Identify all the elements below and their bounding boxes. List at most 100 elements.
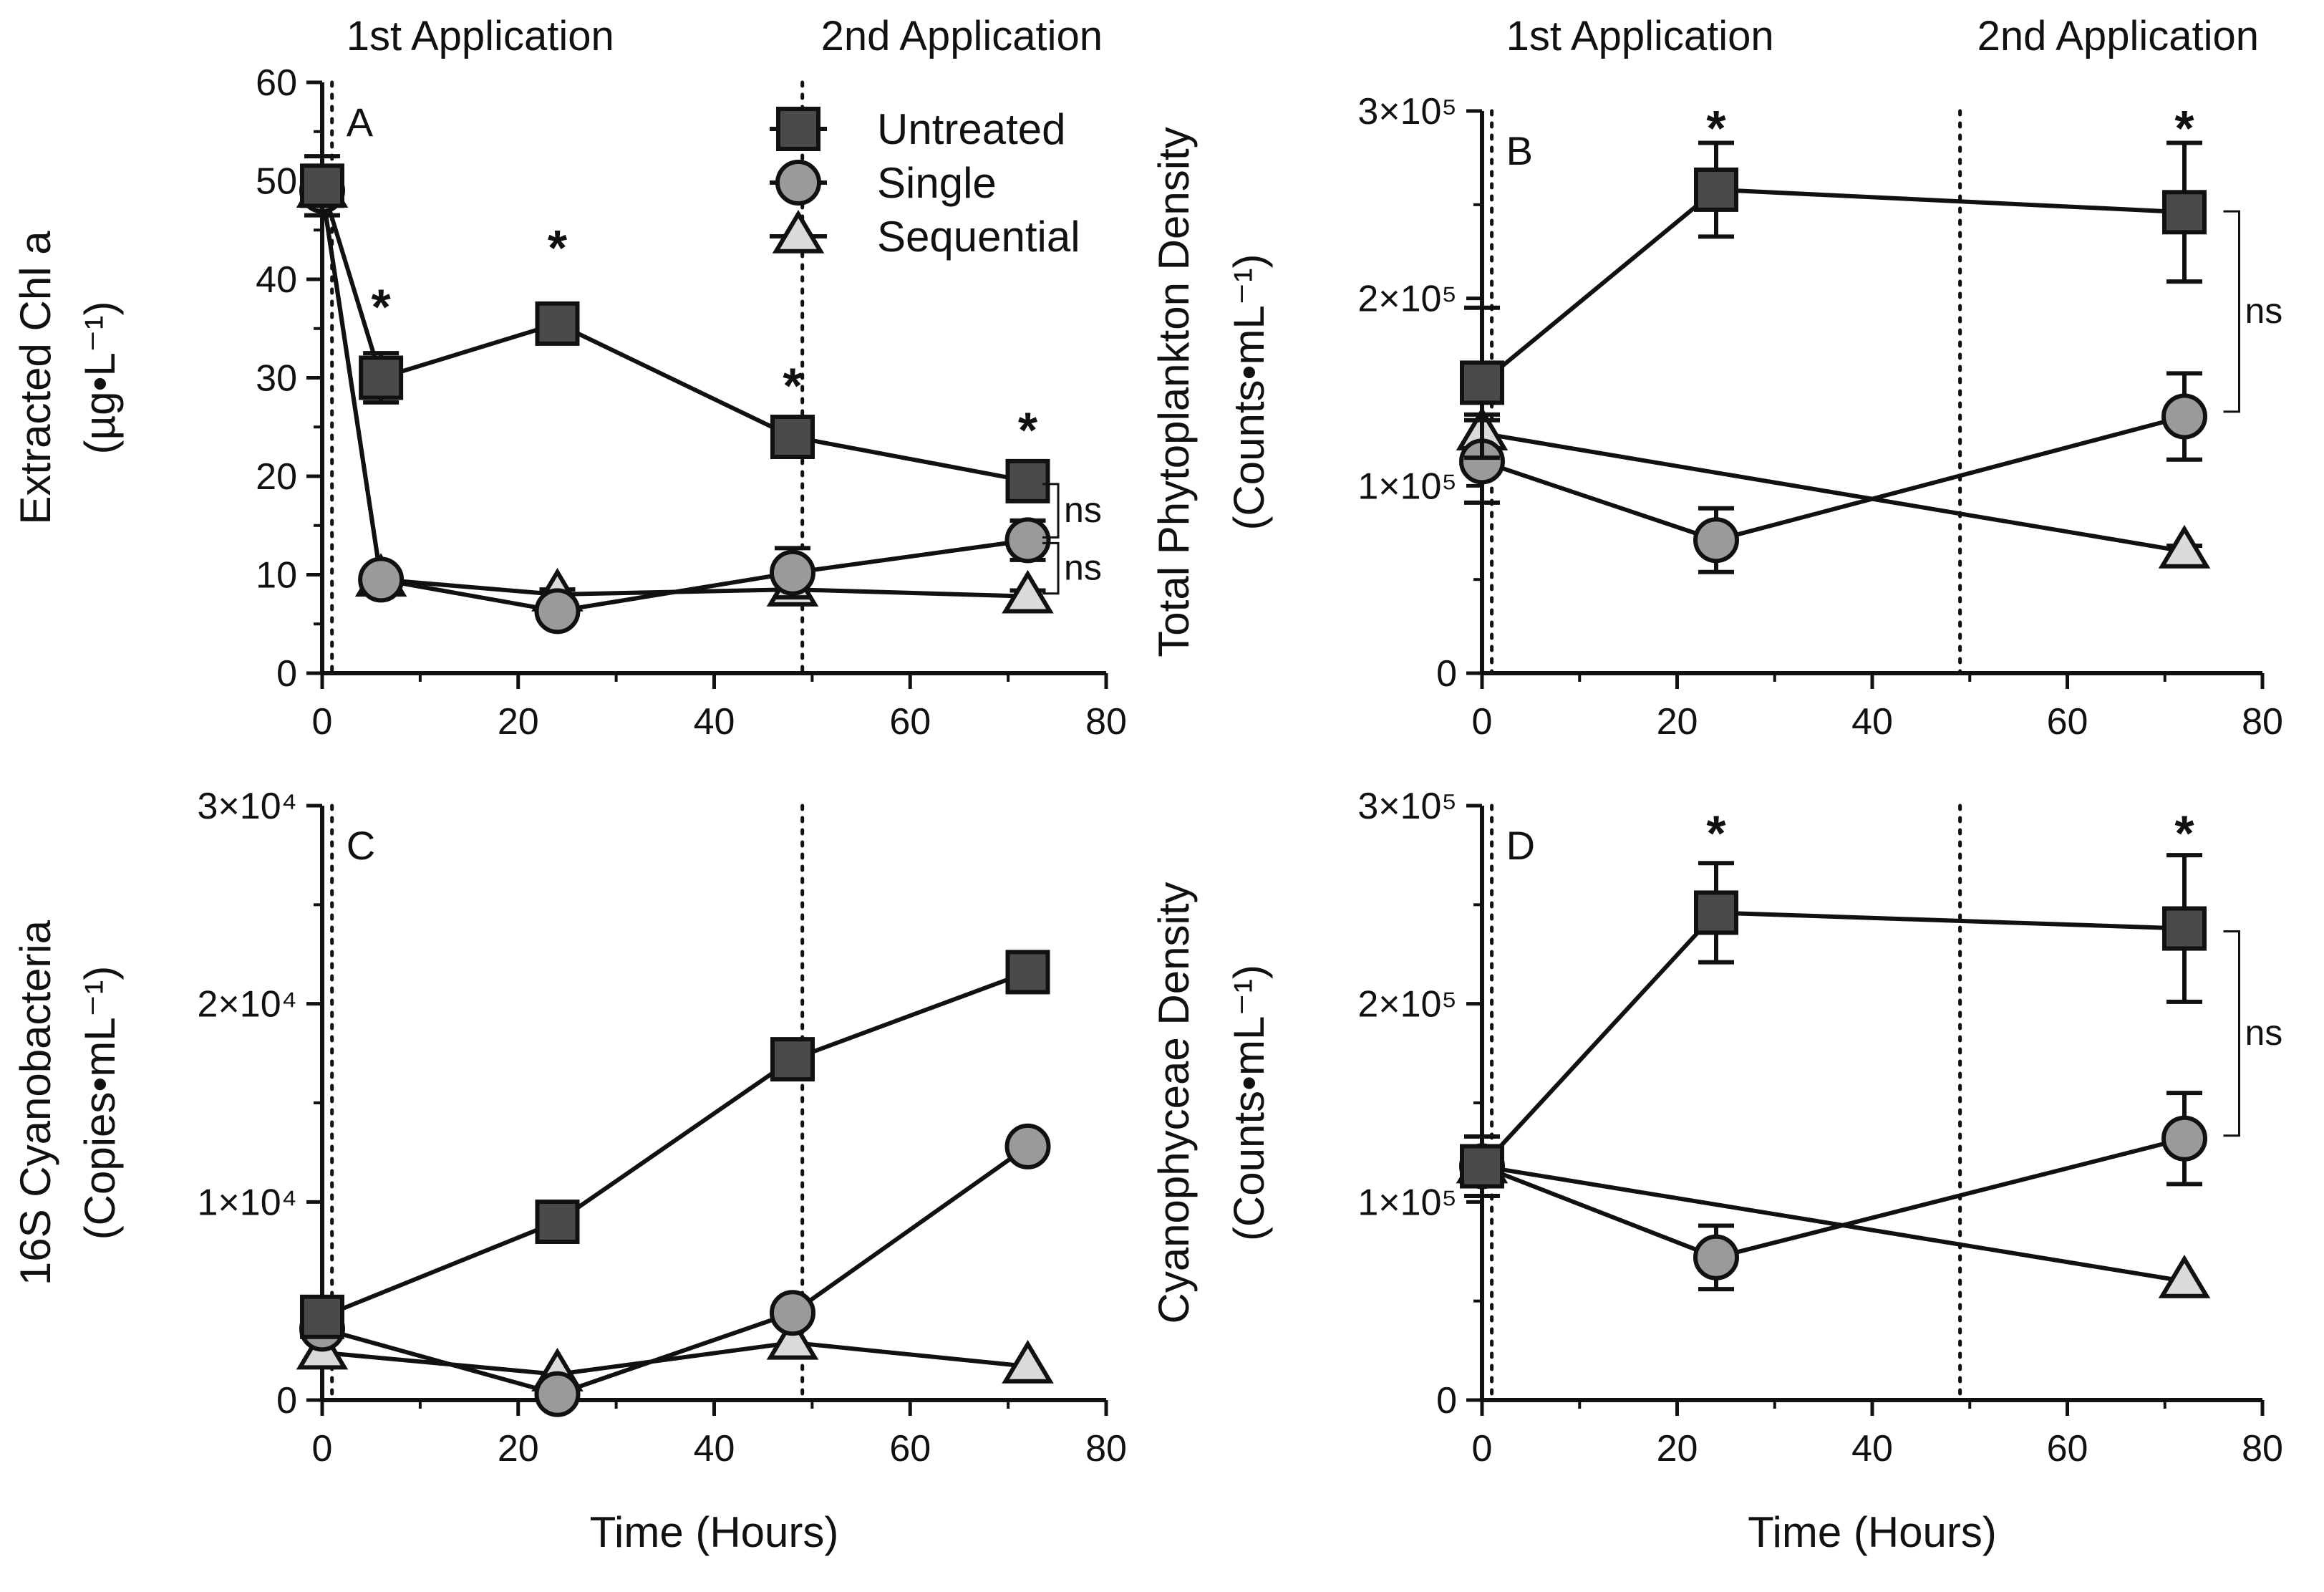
x-axis-title: Time (Hours) bbox=[1748, 1508, 1997, 1556]
significance-star: * bbox=[1706, 806, 1726, 862]
y-tick-label: 30 bbox=[256, 358, 297, 400]
ns-bracket bbox=[2223, 930, 2240, 1137]
y-tick-label: 1×10⁵ bbox=[1357, 1182, 1457, 1223]
data-point-untreated bbox=[1005, 950, 1050, 995]
y-tick-label: 0 bbox=[276, 1380, 297, 1422]
data-point-untreated bbox=[2162, 906, 2207, 951]
data-point-untreated bbox=[300, 163, 344, 208]
data-point-sequential bbox=[766, 1316, 819, 1360]
panel-A: 1st Application 2nd Application 0 10 20 30 40 5… bbox=[11, 13, 1127, 743]
y-axis-title: (Counts•mL⁻¹) bbox=[1225, 254, 1273, 530]
data-point-untreated bbox=[1460, 360, 1504, 405]
significance-star: * bbox=[1706, 100, 1726, 156]
y-tick-label: 50 bbox=[256, 161, 297, 203]
x-tick-label: 80 bbox=[2242, 701, 2283, 743]
series-line-single bbox=[1481, 414, 2185, 543]
y-tick-label: 10 bbox=[256, 555, 297, 597]
data-point-untreated bbox=[535, 1200, 580, 1244]
y-tick-label: 2×10⁵ bbox=[1357, 279, 1457, 320]
ns-label: ns bbox=[1064, 490, 1102, 530]
y-tick-label: 2×10⁴ bbox=[198, 984, 297, 1026]
significance-star: * bbox=[372, 279, 392, 335]
data-point-single bbox=[2161, 1115, 2207, 1162]
panel-letter: C bbox=[347, 823, 375, 868]
x-tick-label: 20 bbox=[498, 1428, 539, 1470]
panel-letter: D bbox=[1506, 823, 1535, 868]
y-tick-label: 20 bbox=[256, 456, 297, 498]
data-point-untreated bbox=[770, 415, 815, 459]
ns-label: ns bbox=[2245, 1013, 2283, 1053]
data-point-single bbox=[770, 1290, 815, 1336]
y-axis-title: 16S Cyanobacteria bbox=[11, 920, 59, 1285]
legend: Untreated Single Sequential bbox=[770, 105, 1080, 261]
panel-C: 0 1×10⁴ 2×10⁴ 3×10⁴ 0 20 40 60 80 Time (Hours) 16S… bbox=[11, 786, 1127, 1556]
x-tick-label: 40 bbox=[694, 701, 735, 743]
y-tick-label: 3×10⁵ bbox=[1357, 91, 1457, 132]
x-tick-label: 60 bbox=[889, 1428, 931, 1470]
x-axis-title: Time (Hours) bbox=[590, 1508, 839, 1556]
data-point-sequential bbox=[2158, 1254, 2211, 1298]
x-tick-label: 20 bbox=[498, 701, 539, 743]
data-point-single bbox=[1004, 1123, 1051, 1169]
significance-star: * bbox=[2174, 100, 2194, 156]
legend-label: Untreated bbox=[877, 105, 1066, 153]
x-tick-label: 40 bbox=[1851, 1428, 1893, 1470]
significance-star: * bbox=[2174, 806, 2194, 862]
data-point-sequential bbox=[1002, 1339, 1054, 1384]
data-point-untreated bbox=[359, 355, 404, 400]
y-axis-title: (µg•L⁻¹) bbox=[76, 301, 124, 455]
x-tick-label: 20 bbox=[1657, 1428, 1698, 1470]
application-label: 2nd Application bbox=[1977, 13, 2259, 59]
data-point-single bbox=[770, 549, 815, 596]
data-point-untreated bbox=[1694, 890, 1738, 935]
y-axis-title: Cyanophyceae Density bbox=[1150, 882, 1198, 1323]
series-line-untreated bbox=[1480, 910, 2185, 1168]
data-point-untreated bbox=[1005, 458, 1050, 503]
series-line-untreated bbox=[321, 970, 1029, 1319]
legend-marker-untreated bbox=[776, 107, 820, 151]
x-tick-label: 60 bbox=[889, 701, 931, 743]
data-point-single bbox=[1004, 517, 1051, 564]
series-line-sequential bbox=[1481, 1164, 2185, 1283]
x-tick-label: 80 bbox=[1085, 701, 1127, 743]
data-point-untreated bbox=[535, 301, 580, 346]
y-tick-label: 1×10⁴ bbox=[198, 1182, 297, 1223]
series-line-sequential bbox=[1481, 431, 2185, 554]
significance-star: * bbox=[548, 220, 568, 276]
legend-marker-sequential bbox=[772, 209, 825, 254]
data-point-untreated bbox=[300, 1294, 344, 1339]
data-point-untreated bbox=[2162, 190, 2207, 235]
significance-star: * bbox=[1018, 402, 1038, 458]
y-tick-label: 0 bbox=[1436, 653, 1457, 695]
x-tick-label: 80 bbox=[1085, 1428, 1127, 1470]
data-point-single bbox=[1693, 517, 1739, 564]
x-tick-label: 0 bbox=[1472, 701, 1493, 743]
data-point-untreated bbox=[770, 1037, 815, 1082]
x-tick-label: 40 bbox=[694, 1428, 735, 1470]
x-tick-label: 60 bbox=[2047, 701, 2088, 743]
ns-label: ns bbox=[1064, 548, 1102, 588]
legend-label: Sequential bbox=[877, 213, 1080, 261]
data-point-single bbox=[358, 556, 405, 603]
x-tick-label: 40 bbox=[1851, 701, 1893, 743]
y-axis-title: Total Phytoplankton Density bbox=[1150, 127, 1198, 657]
data-point-untreated bbox=[1460, 1144, 1504, 1189]
y-tick-label: 2×10⁵ bbox=[1357, 984, 1457, 1026]
y-tick-label: 3×10⁵ bbox=[1357, 786, 1457, 827]
application-label: 1st Application bbox=[347, 13, 614, 59]
ns-bracket bbox=[1042, 541, 1060, 595]
panel-D: 0 1×10⁵ 2×10⁵ 3×10⁵ 0 20 40 60 80 Time (Hours) Cya… bbox=[1150, 786, 2283, 1556]
data-point-sequential bbox=[1002, 569, 1054, 614]
significance-star: * bbox=[783, 358, 803, 414]
y-axis-title: (Counts•mL⁻¹) bbox=[1225, 965, 1273, 1241]
data-point-single bbox=[534, 588, 581, 635]
application-label: 1st Application bbox=[1506, 13, 1774, 59]
panel-letter: A bbox=[347, 100, 374, 145]
y-tick-label: 0 bbox=[276, 653, 297, 695]
legend-label: Single bbox=[877, 159, 997, 207]
series-line-single bbox=[1481, 1136, 2185, 1260]
data-point-single bbox=[1693, 1234, 1739, 1280]
legend-marker-single bbox=[775, 160, 821, 206]
data-point-untreated bbox=[1694, 167, 1738, 212]
